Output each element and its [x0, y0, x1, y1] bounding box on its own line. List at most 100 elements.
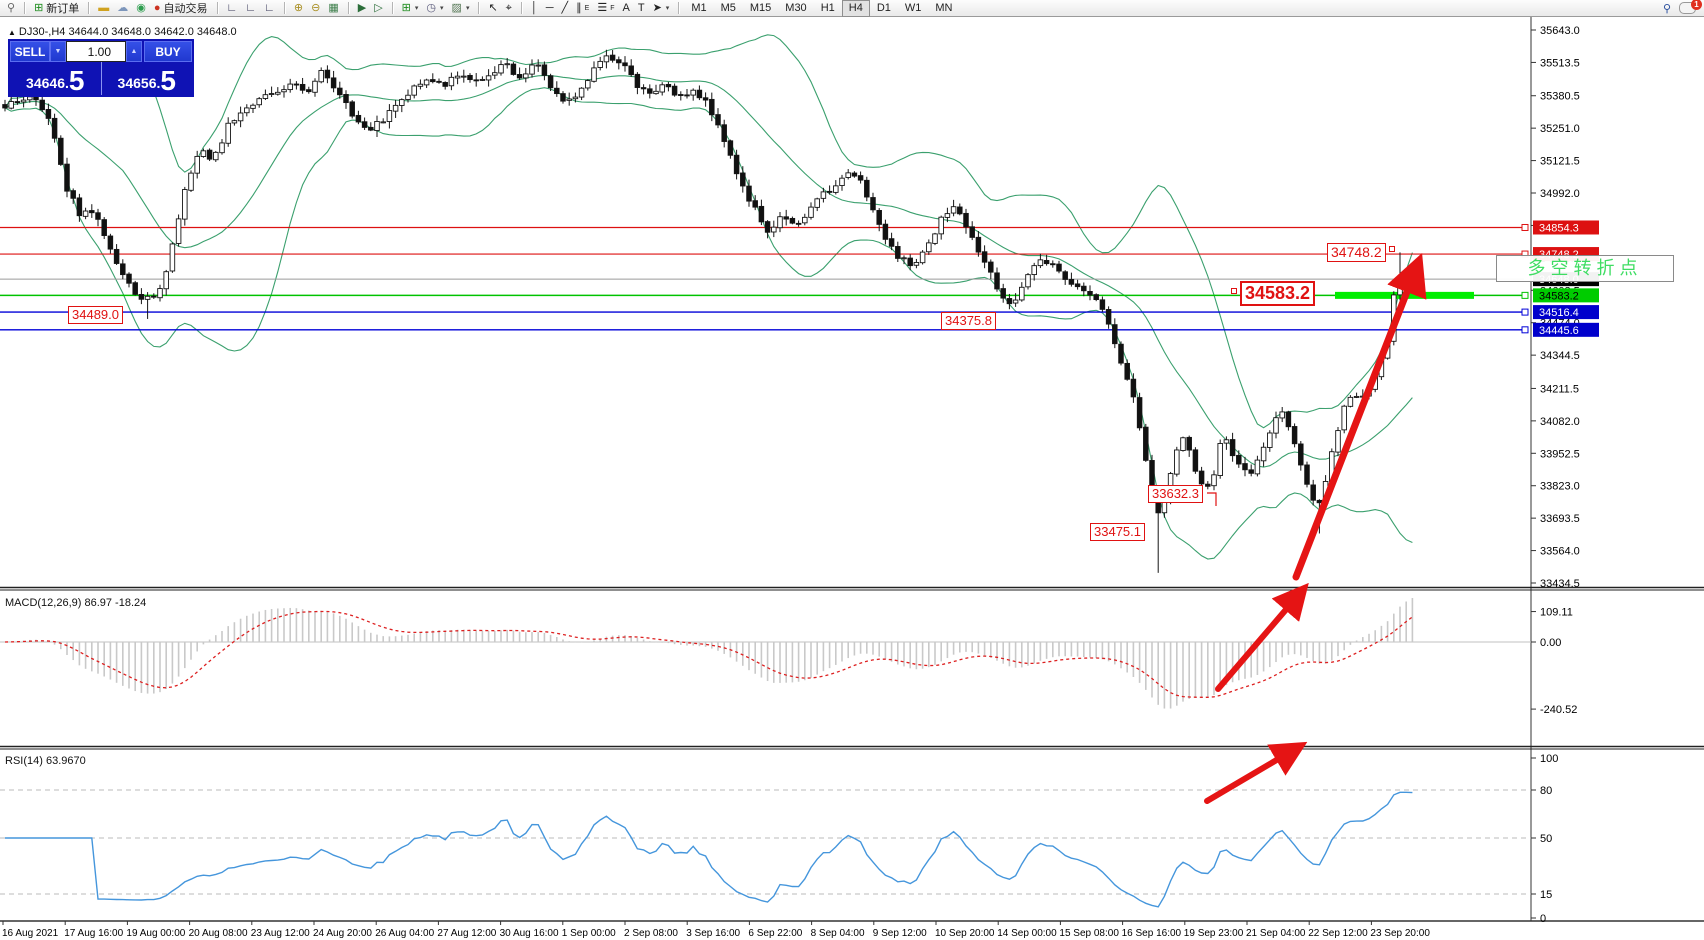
arrows-tool-icon[interactable]: ➤ ▾: [649, 0, 674, 17]
bollinger-upper-band: [4, 34, 1413, 429]
add-indicator-icon-caret[interactable]: ▾: [414, 5, 419, 12]
search-button[interactable]: ⚲: [1662, 2, 1671, 15]
periods-clock-icon-caret[interactable]: ▾: [440, 5, 444, 12]
market-watch-cloud-icon[interactable]: ☁: [113, 0, 132, 17]
candle-body: [20, 99, 27, 103]
annotation-anchor-square[interactable]: [1231, 288, 1237, 294]
signals-broadcast-icon[interactable]: ◉: [132, 0, 150, 17]
arrows-tool-icon: ➤: [652, 2, 662, 14]
timeframe-m1[interactable]: M1: [691, 2, 707, 14]
candle-body: [1130, 378, 1137, 398]
text-label-tool-icon[interactable]: T: [634, 0, 649, 17]
trade-panel-prices: 34646. 5 34656. 5: [10, 62, 192, 95]
candle-body: [981, 251, 988, 263]
candle-body: [888, 238, 895, 247]
trade-panel-row: SELL ▼ 1.00 ▲ BUY: [10, 41, 192, 62]
candle-body: [516, 74, 523, 79]
arrows-tool-icon-caret[interactable]: ▾: [665, 5, 670, 12]
candle-body: [752, 200, 758, 208]
candle-body: [498, 64, 504, 74]
candle-body: [163, 271, 169, 290]
candlestick-mode-icon[interactable]: ∟: [241, 0, 260, 17]
equidistant-channel-tool-icon: ∥: [576, 2, 582, 14]
rsi-trend-arrow[interactable]: [1204, 741, 1308, 804]
periods-clock-icon: ◷: [426, 2, 437, 14]
annotation-anchor-square[interactable]: [1389, 246, 1395, 252]
timeframe-m5[interactable]: M5: [720, 2, 736, 14]
templates-icon-caret[interactable]: ▾: [465, 5, 470, 12]
cursor-tool-icon[interactable]: ↖: [484, 0, 501, 17]
time-tick-label: 20 Aug 08:00: [189, 928, 248, 939]
zoom-out-icon[interactable]: ⊖: [307, 0, 324, 17]
tile-windows-icon[interactable]: ▦: [324, 0, 342, 17]
candle-body: [1310, 484, 1316, 501]
candle-body: [107, 235, 114, 250]
candle-body: [1316, 499, 1323, 504]
new-order-button-label: 新订单: [46, 3, 80, 15]
volume-input[interactable]: 1.00: [66, 41, 126, 62]
macd-signal-line: [4, 610, 1413, 698]
auto-trading-button[interactable]: ● 自动交易: [150, 0, 212, 17]
fibonacci-tool-icon[interactable]: ☰ F: [593, 0, 618, 17]
gold-bar-icon[interactable]: ▬: [94, 0, 113, 17]
candle-body: [70, 190, 76, 199]
chart-shift-icon[interactable]: ▷: [370, 0, 386, 17]
main-trend-arrow[interactable]: [1292, 252, 1427, 581]
candle-body: [746, 185, 752, 202]
timeframe-w1[interactable]: W1: [904, 2, 922, 14]
volume-decrease-button[interactable]: ▼: [50, 41, 66, 62]
level-anchor-square[interactable]: [1521, 326, 1529, 334]
new-order-button: ⊞: [34, 2, 44, 14]
fibonacci-tool-icon-sub: F: [610, 4, 615, 12]
new-order-button[interactable]: ⊞ 新订单: [30, 0, 83, 17]
price-annotation-label[interactable]: 34489.0: [68, 306, 123, 324]
price-tick-label: 35251.0: [1540, 123, 1580, 135]
trendline-tool-icon[interactable]: ╱: [558, 0, 573, 17]
sell-price[interactable]: 34646. 5: [10, 62, 102, 95]
templates-icon[interactable]: ▨ ▾: [448, 0, 474, 17]
buy-price[interactable]: 34656. 5: [102, 62, 193, 95]
price-annotation-label[interactable]: 33475.1: [1090, 523, 1145, 541]
zoom-in-icon[interactable]: ⊕: [290, 0, 307, 17]
candle-body: [554, 87, 560, 95]
text-tool-icon[interactable]: A: [619, 0, 634, 17]
sell-button[interactable]: SELL: [10, 41, 50, 62]
auto-scroll-icon[interactable]: ▶: [354, 0, 370, 17]
vertical-line-tool-icon[interactable]: │: [527, 0, 542, 17]
price-annotation-label[interactable]: 34583.2: [1240, 281, 1316, 306]
timeframe-d1[interactable]: D1: [876, 2, 891, 14]
volume-increase-button[interactable]: ▲: [126, 41, 142, 62]
symbol-ohlc-text: DJ30-,H4 34644.0 34648.0 34642.0 34648.0: [18, 26, 237, 38]
bar-chart-mode-icon[interactable]: ∟: [223, 0, 242, 17]
window-magnifier-icon[interactable]: ⚲: [3, 0, 19, 17]
timeframe-mn[interactable]: MN: [935, 2, 953, 14]
turning-point-note[interactable]: 多空转折点: [1496, 255, 1674, 282]
timeframe-h1[interactable]: H1: [820, 2, 835, 14]
notifications-chat-icon[interactable]: 1: [1679, 0, 1702, 14]
price-annotation-label[interactable]: 34375.8: [941, 312, 996, 330]
level-anchor-square[interactable]: [1521, 308, 1529, 316]
collapse-triangle-icon[interactable]: ▲: [8, 28, 16, 37]
candle-body: [839, 177, 845, 186]
price-annotation-label[interactable]: 34748.2: [1327, 243, 1386, 262]
candle-body: [1124, 362, 1130, 380]
buy-button[interactable]: BUY: [144, 41, 192, 62]
macd-pane-label: MACD(12,26,9) 86.97 -18.24: [5, 597, 147, 609]
timeframe-h4[interactable]: H4: [841, 0, 870, 17]
equidistant-channel-tool-icon[interactable]: ∥ E: [572, 0, 593, 17]
crosshair-tool-icon[interactable]: ⌖: [502, 0, 516, 17]
time-tick-label: 1 Sep 00:00: [562, 928, 616, 939]
timeframe-m30[interactable]: M30: [785, 2, 807, 14]
line-chart-mode-icon[interactable]: ∟: [260, 0, 279, 17]
timeframe-m15[interactable]: M15: [749, 2, 772, 14]
macd-trend-arrow[interactable]: [1215, 582, 1309, 692]
horizontal-line-tool-icon[interactable]: ─: [542, 0, 558, 17]
periods-clock-icon[interactable]: ◷ ▾: [422, 0, 447, 17]
level-anchor-square[interactable]: [1521, 223, 1529, 231]
level-anchor-square[interactable]: [1521, 291, 1529, 299]
price-annotation-label[interactable]: 33632.3: [1148, 485, 1203, 503]
add-indicator-icon[interactable]: ⊞ ▾: [398, 0, 423, 17]
candle-body: [423, 79, 430, 86]
